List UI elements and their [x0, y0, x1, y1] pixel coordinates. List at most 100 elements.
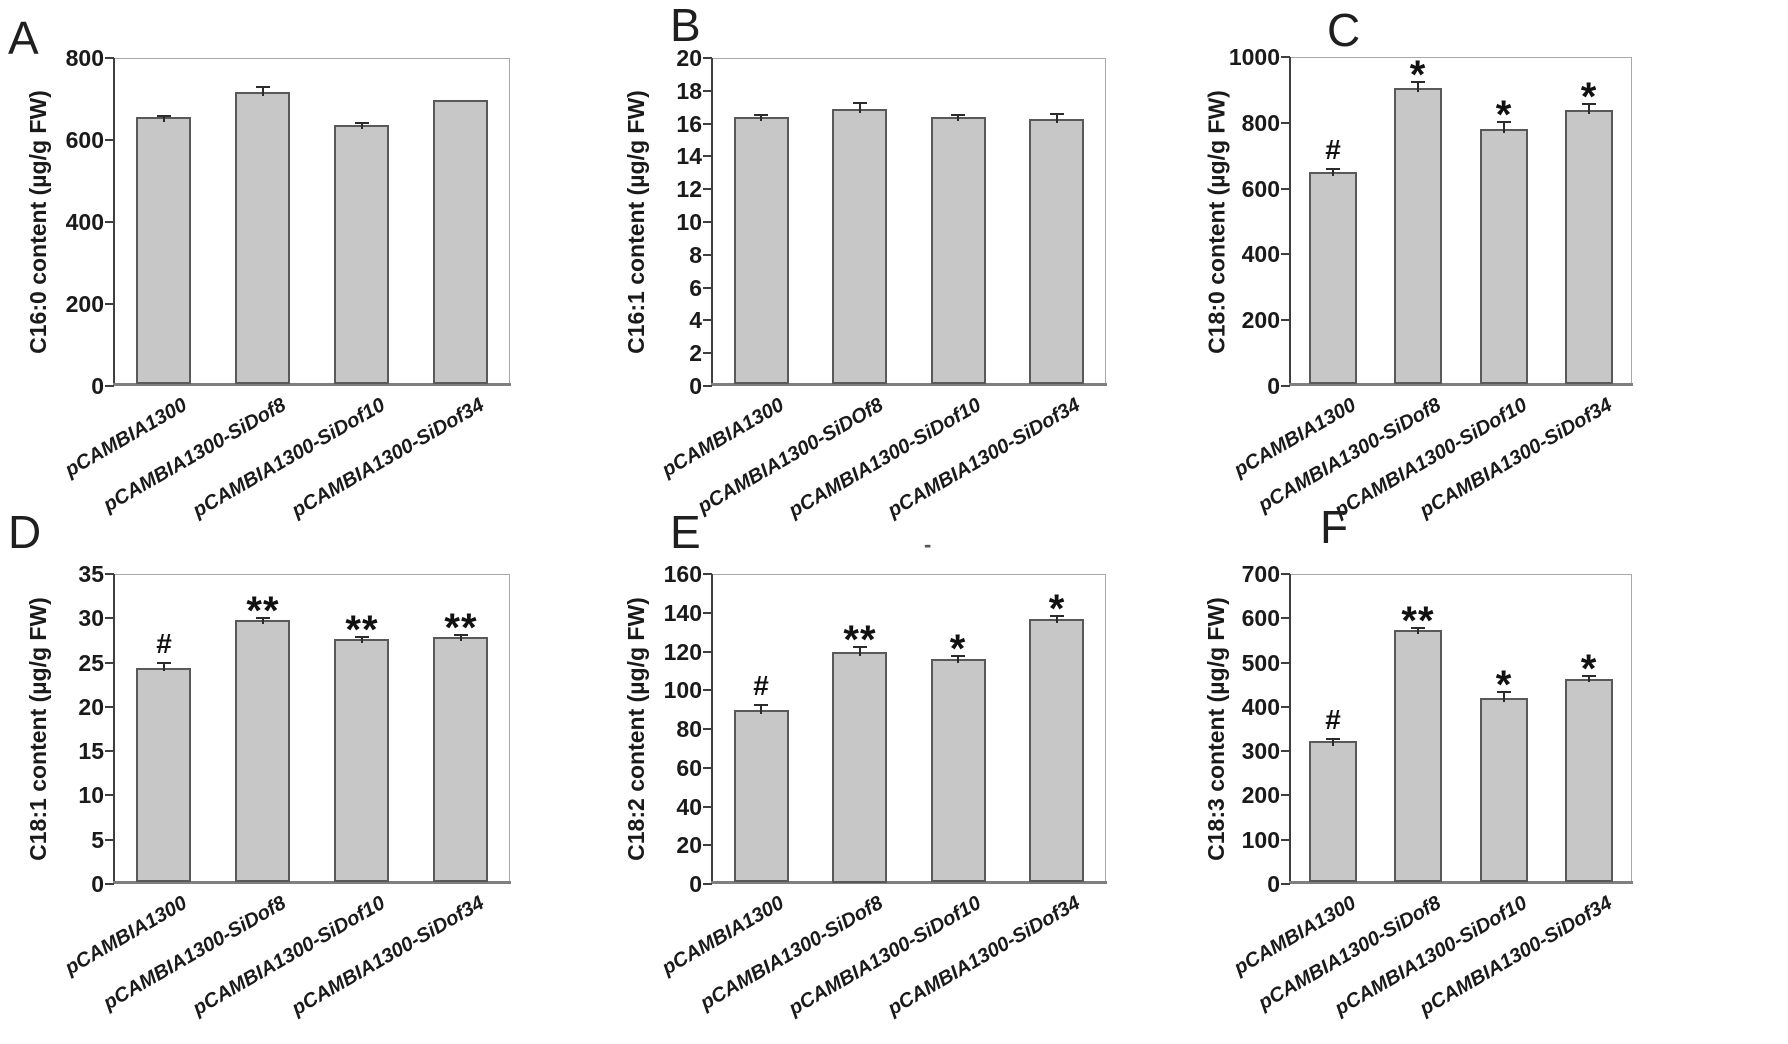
error-bar [361, 123, 363, 129]
y-tick-mark [703, 805, 712, 808]
bar-pcambia1300 [136, 668, 191, 882]
error-bar [1588, 104, 1590, 114]
error-bar-cap [951, 655, 965, 657]
y-tick-mark [703, 319, 712, 322]
y-tick-label: 14 [676, 143, 702, 170]
y-tick-label: 0 [91, 871, 104, 897]
y-tick-label: 2 [689, 340, 702, 367]
y-tick-label: 16 [676, 110, 702, 137]
y-tick-label: 15 [78, 738, 104, 765]
significance-marker: ** [444, 606, 478, 650]
bar-pcambia1300-sidof34 [433, 637, 488, 882]
x-axis-line [113, 383, 511, 386]
y-tick-mark [703, 728, 712, 730]
error-bar [1417, 82, 1419, 92]
y-axis-line [1289, 57, 1291, 386]
error-bar-cap [951, 114, 965, 116]
error-bar-cap [1411, 81, 1425, 83]
y-tick-mark [703, 883, 712, 885]
y-tick-mark [1281, 617, 1290, 620]
y-axis-line [711, 58, 713, 386]
y-tick-mark [1281, 121, 1290, 124]
error-bar [1417, 628, 1419, 634]
y-tick-mark [703, 650, 712, 653]
y-tick-mark [1281, 750, 1290, 753]
y-tick-label: 35 [78, 561, 104, 587]
y-tick-label: 100 [1241, 826, 1280, 853]
y-axis-line [1289, 574, 1291, 884]
y-tick-label: 600 [1241, 175, 1280, 202]
bar-pcambia1300-sidof8 [1394, 630, 1442, 882]
y-tick-mark [1281, 705, 1290, 708]
y-tick-mark [105, 794, 114, 797]
y-tick-mark [105, 883, 114, 885]
y-axis-line [113, 574, 115, 884]
y-tick-mark [105, 221, 114, 223]
y-tick-mark [1281, 385, 1290, 387]
y-axis-title: C18:0 content (µg/g FW) [1203, 89, 1229, 354]
error-bar [957, 115, 959, 121]
bar-pcambia1300 [1309, 741, 1357, 882]
panel-letter: C [1327, 4, 1361, 56]
y-axis-line [711, 574, 713, 884]
panel-letter: E [670, 506, 701, 558]
significance-marker: * [1409, 53, 1427, 97]
error-bar-cap [1326, 738, 1340, 740]
y-tick-label: 30 [78, 605, 104, 632]
panel-letter: D [8, 506, 42, 558]
error-bar [361, 637, 363, 643]
bar-pcambia1300-sidof10 [334, 125, 389, 384]
y-tick-label: 700 [1241, 561, 1280, 587]
x-axis-line [711, 881, 1107, 884]
y-tick-label: 200 [1241, 307, 1280, 334]
chart-panel-c: C C18:0 content (µg/g FW) 0 200 400 600 800 100… [1192, 0, 1788, 522]
significance-marker: ** [246, 589, 280, 633]
y-tick-mark [105, 838, 114, 841]
y-axis-line [113, 58, 115, 386]
bar-pcambia1300-sidof10 [931, 659, 986, 882]
error-bar [859, 647, 861, 656]
error-bar [1332, 169, 1334, 176]
y-tick-label: 400 [1241, 693, 1280, 720]
error-bar-cap [1050, 615, 1064, 617]
bar-pcambia1300-sidof34 [1565, 110, 1613, 384]
bar-pcambia1300 [136, 117, 191, 384]
y-tick-label: 0 [1267, 871, 1280, 897]
bar-pcambia1300-sidof8 [832, 652, 887, 883]
y-tick-mark [703, 122, 712, 125]
error-bar [460, 635, 462, 641]
y-tick-label: 4 [689, 307, 702, 334]
significance-marker: * [1495, 663, 1513, 707]
y-tick-mark [703, 155, 712, 158]
y-tick-label: 600 [1241, 605, 1280, 632]
significance-marker: ** [843, 618, 877, 662]
y-tick-mark [105, 617, 114, 620]
bar-pcambia1300-sidof8 [832, 109, 887, 384]
significance-marker: * [1048, 587, 1066, 631]
y-tick-label: 140 [663, 599, 702, 626]
error-bar-cap [1582, 103, 1596, 105]
error-bar [859, 103, 861, 113]
error-bar-cap [1497, 121, 1511, 123]
error-bar [1056, 616, 1058, 623]
y-tick-label: 800 [65, 45, 104, 71]
error-bar [760, 705, 762, 714]
y-tick-label: 10 [676, 209, 702, 235]
y-tick-mark [703, 611, 712, 614]
y-tick-label: 800 [1241, 109, 1280, 136]
bar-pcambia1300-sidof34 [1029, 619, 1084, 882]
y-tick-label: 10 [78, 782, 104, 809]
y-tick-label: 1000 [1228, 44, 1280, 70]
y-tick-label: 120 [663, 638, 702, 665]
y-tick-mark [1281, 319, 1290, 322]
bar-pcambia1300-sidof10 [334, 639, 389, 882]
stray-dash-artifact: - [924, 532, 932, 557]
significance-marker: * [1495, 93, 1513, 137]
error-bar-cap [1411, 627, 1425, 629]
y-tick-label: 80 [676, 716, 702, 742]
y-tick-mark [105, 661, 114, 664]
panel-letter: B [670, 0, 701, 51]
y-tick-mark [1281, 187, 1290, 190]
error-bar [1503, 692, 1505, 702]
chart-panel-b: B C16:1 content (µg/g FW) 0 2 4 6 8 10 12 14 16 18 2… [596, 0, 1192, 522]
